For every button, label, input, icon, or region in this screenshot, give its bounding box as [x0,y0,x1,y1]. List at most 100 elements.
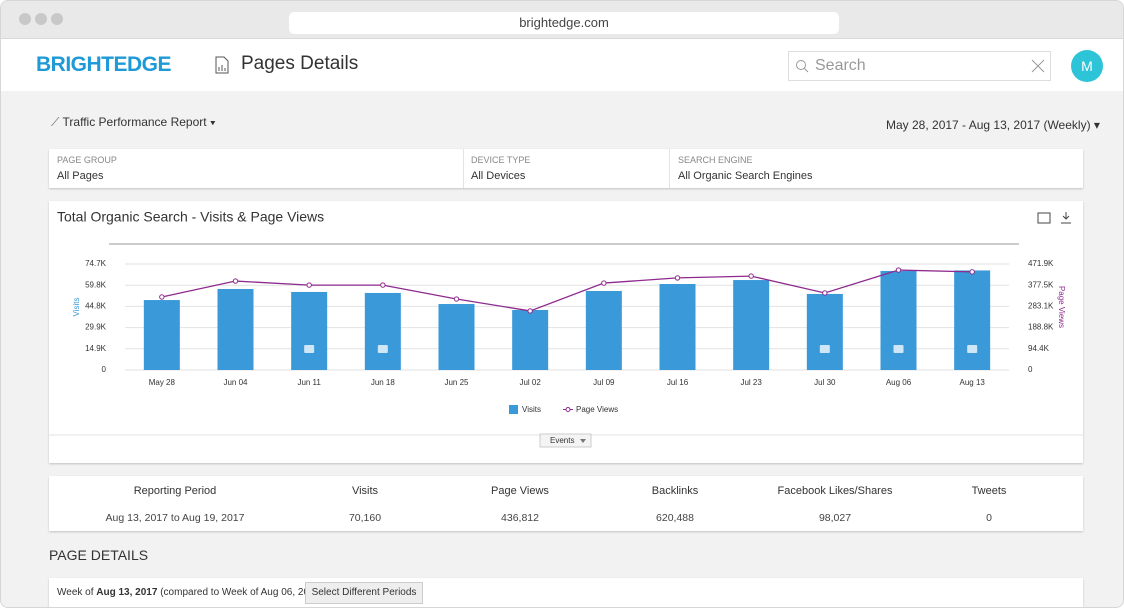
window-button[interactable] [35,13,47,25]
filter-value[interactable]: All Pages [57,170,104,182]
legend-label: Visits [522,405,541,414]
y2-tick-label: 0 [1028,365,1033,374]
table-header: Visits [351,485,379,497]
x-tick-label: Aug 13 [959,378,985,387]
line-point [306,282,312,288]
y-axis-label: Visits [72,298,81,317]
y2-tick-label: 471.9K [1028,259,1054,268]
event-icon [967,345,978,353]
line-point [453,296,460,302]
line [161,269,973,312]
period-bar: Week of Aug 13, 2017 (compared to Week o… [49,578,1083,607]
bar [291,291,328,370]
event-icon [377,345,388,353]
clear-icon[interactable] [1031,59,1045,73]
period-text: Week of Aug 13, 2017 (compared to Week o… [57,587,323,598]
filter-label: DEVICE TYPE [471,155,531,165]
line-point [159,294,165,300]
line-point [380,282,386,288]
x-tick-label: Jun 04 [223,378,248,387]
week-prefix: Week of [57,587,94,598]
avatar[interactable]: M [1071,50,1103,82]
legend-swatch [565,407,571,412]
x-tick-label: Jul 09 [593,378,615,387]
line-point [232,278,239,284]
url-bar[interactable]: brightedge.com [289,12,839,34]
report-selector[interactable]: ⟋ Traffic Performance Report ▾ [51,115,216,129]
filter-label: SEARCH ENGINE [678,155,753,165]
date-selector[interactable]: May 28, 2017 - Aug 13, 2017 (Weekly) ▾ [886,118,1100,132]
x-tick-label: Jul 16 [667,378,689,387]
browser-bar: brightedge.com [1,1,1123,39]
week: Aug 13, 2017 [96,587,158,598]
legend-label: Page Views [576,405,618,414]
date-range: May 28, 2017 - Aug 13, 2017 (Weekly) [886,118,1091,132]
bar [512,309,549,370]
y-tick-label: 14.9K [85,344,107,353]
events-label: Events [550,436,574,445]
x-tick-label: Jun 11 [297,378,321,387]
bar [954,270,991,370]
y-tick-label: 44.8K [85,302,107,311]
y-tick-label: 0 [102,365,107,374]
table-cell: Aug 13, 2017 to Aug 19, 2017 [105,512,245,524]
y2-tick-label: 283.1K [1028,302,1054,311]
y-tick-label: 59.8K [85,280,107,289]
filter-label: PAGE GROUP [57,155,117,165]
filter-bar: PAGE GROUP All Pages DEVICE TYPE All Devic… [49,149,1083,188]
table-cell: 98,027 [818,512,852,524]
window-button[interactable] [51,13,63,25]
table-header: Reporting Period [133,485,217,497]
line-point [748,273,754,279]
x-tick-label: May 28 [149,378,176,387]
comparison: (compared to Week of Aug 06, 2017) [160,587,324,598]
table-cell: 0 [986,512,992,524]
x-tick-label: Jun 25 [444,378,469,387]
events-button[interactable] [539,433,592,448]
x-tick-label: Jun 18 [371,378,396,387]
filter-value[interactable]: All Organic Search Engines [678,170,813,182]
bar [217,288,254,370]
export-icon[interactable] [1037,212,1051,224]
search-placeholder: Search [815,57,866,74]
y2-tick-label: 377.5K [1028,280,1054,289]
bar [806,293,843,370]
line-point [527,308,533,314]
y-tick-label: 74.7K [85,259,107,268]
events-caret [580,439,586,443]
table-header: Backlinks [651,485,699,497]
page-title: Pages Details [241,53,359,74]
table-cell: 70,160 [348,512,382,524]
table-header: Page Views [491,485,549,497]
download-icon[interactable] [1061,212,1071,224]
bar [364,292,401,370]
section-title: PAGE DETAILS [49,547,149,563]
app-header: BRIGHTEDGE Pages Details Search M [1,39,1123,91]
bar [659,284,696,370]
event-icon [893,345,904,353]
page-icon [215,56,229,74]
divider [669,149,670,188]
line-point [969,269,975,275]
table-header: Tweets [971,485,1007,497]
x-tick-label: Jul 30 [814,378,836,387]
y-tick-label: 29.9K [85,323,107,332]
summary-table: Reporting Period Visits Page Views Backlink… [49,476,1083,531]
search-box[interactable]: Search [788,51,1051,81]
x-tick-label: Jul 02 [519,378,541,387]
y2-axis-label: Page Views [1057,286,1066,328]
logo[interactable]: BRIGHTEDGE [36,53,172,76]
table-cell: 436,812 [501,512,539,524]
line-point [601,280,607,286]
event-icon [304,345,315,353]
event-icon [819,345,830,353]
x-tick-label: Aug 06 [886,378,912,387]
window-button[interactable] [19,13,31,25]
y2-tick-label: 94.4K [1028,344,1050,353]
bar [585,290,622,370]
filter-value[interactable]: All Devices [471,170,526,182]
x-tick-label: Jul 23 [740,378,762,387]
select-periods-button[interactable]: Select Different Periods [305,582,423,604]
